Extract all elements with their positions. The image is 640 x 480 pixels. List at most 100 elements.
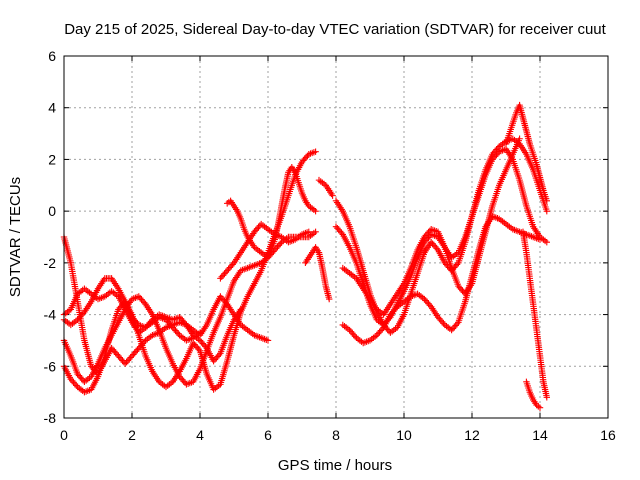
data-series bbox=[224, 163, 319, 259]
data-point bbox=[457, 286, 465, 293]
data-point bbox=[119, 357, 126, 364]
data-point bbox=[77, 373, 84, 381]
data-point bbox=[436, 315, 443, 322]
y-tick-label: 6 bbox=[48, 48, 56, 64]
data-point bbox=[389, 308, 397, 315]
data-point bbox=[179, 376, 186, 383]
data-point bbox=[536, 236, 544, 243]
data-point bbox=[122, 360, 129, 367]
data-point bbox=[346, 326, 353, 334]
data-point bbox=[432, 243, 439, 251]
data-point bbox=[134, 346, 141, 353]
data-point bbox=[196, 337, 204, 344]
data-point bbox=[252, 227, 259, 234]
data-point bbox=[489, 156, 496, 163]
data-point bbox=[194, 344, 201, 351]
data-point bbox=[67, 376, 74, 383]
data-series bbox=[315, 176, 336, 199]
data-series bbox=[339, 135, 523, 318]
y-tick-label: -8 bbox=[44, 410, 57, 426]
data-point bbox=[217, 275, 224, 282]
data-point bbox=[274, 243, 281, 251]
data-point bbox=[516, 135, 523, 142]
y-tick-label: -4 bbox=[44, 307, 57, 323]
data-point bbox=[112, 349, 119, 357]
data-point bbox=[191, 341, 198, 348]
data-point bbox=[422, 297, 429, 304]
x-tick-label: 0 bbox=[60, 427, 68, 443]
data-point bbox=[78, 311, 85, 319]
data-series bbox=[302, 244, 333, 303]
data-point bbox=[124, 357, 132, 364]
data-point bbox=[332, 223, 340, 230]
data-point bbox=[387, 311, 394, 318]
data-point bbox=[392, 305, 400, 312]
data-point bbox=[391, 306, 398, 314]
data-point bbox=[181, 320, 189, 327]
data-point bbox=[300, 157, 307, 164]
x-tick-label: 6 bbox=[264, 427, 272, 443]
data-point bbox=[195, 346, 202, 353]
data-point bbox=[437, 317, 444, 324]
data-point bbox=[168, 322, 175, 330]
data-point bbox=[215, 351, 223, 359]
data-point bbox=[131, 349, 138, 357]
data-point bbox=[113, 351, 121, 358]
data-point bbox=[336, 228, 344, 235]
data-point bbox=[312, 148, 319, 155]
data-point bbox=[219, 272, 227, 279]
data-point bbox=[347, 328, 355, 335]
data-series bbox=[519, 228, 550, 401]
data-point bbox=[543, 197, 550, 204]
data-point bbox=[350, 331, 357, 338]
data-point bbox=[277, 240, 284, 247]
data-point bbox=[301, 155, 308, 163]
data-point bbox=[423, 298, 431, 306]
gridlines bbox=[63, 55, 609, 419]
x-tick-labels: 0 2 4 6 8 10 12 14 16 bbox=[60, 427, 616, 443]
y-tick-label: -6 bbox=[44, 358, 57, 374]
data-point bbox=[116, 304, 123, 312]
data-point bbox=[441, 259, 448, 267]
x-tick-label: 8 bbox=[332, 427, 340, 443]
data-point bbox=[448, 326, 455, 334]
data-point bbox=[275, 242, 283, 249]
data-point bbox=[111, 348, 118, 355]
data-point bbox=[217, 293, 224, 300]
data-point bbox=[135, 293, 142, 300]
data-point bbox=[117, 355, 125, 363]
data-point bbox=[123, 358, 130, 366]
x-axis-label: GPS time / hours bbox=[278, 457, 392, 474]
data-point bbox=[376, 328, 383, 336]
data-point bbox=[196, 329, 204, 336]
data-point bbox=[75, 372, 83, 379]
data-point bbox=[264, 337, 272, 344]
data-point bbox=[253, 225, 261, 232]
data-point bbox=[74, 370, 81, 378]
data-point bbox=[116, 354, 123, 361]
data-series bbox=[60, 228, 319, 388]
data-point bbox=[455, 282, 462, 290]
plot-frame bbox=[63, 55, 609, 419]
data-point bbox=[164, 318, 171, 325]
data-point bbox=[136, 294, 144, 302]
data-points bbox=[60, 101, 550, 411]
data-point bbox=[493, 151, 500, 158]
x-tick-label: 2 bbox=[128, 427, 136, 443]
data-point bbox=[214, 353, 221, 360]
data-point bbox=[255, 223, 262, 231]
data-point bbox=[115, 306, 122, 313]
data-point bbox=[312, 228, 319, 236]
data-series bbox=[339, 213, 544, 347]
y-tick-labels: -8 -6 -4 -2 0 2 4 6 bbox=[44, 48, 57, 426]
data-point bbox=[221, 270, 228, 277]
data-point bbox=[165, 319, 172, 327]
x-tick-label: 10 bbox=[396, 427, 412, 443]
data-point bbox=[490, 154, 497, 162]
data-point bbox=[218, 294, 225, 302]
data-point bbox=[175, 330, 182, 337]
data-point bbox=[338, 229, 345, 237]
data-point bbox=[222, 268, 230, 276]
data-point bbox=[422, 232, 429, 239]
data-point bbox=[349, 329, 356, 337]
